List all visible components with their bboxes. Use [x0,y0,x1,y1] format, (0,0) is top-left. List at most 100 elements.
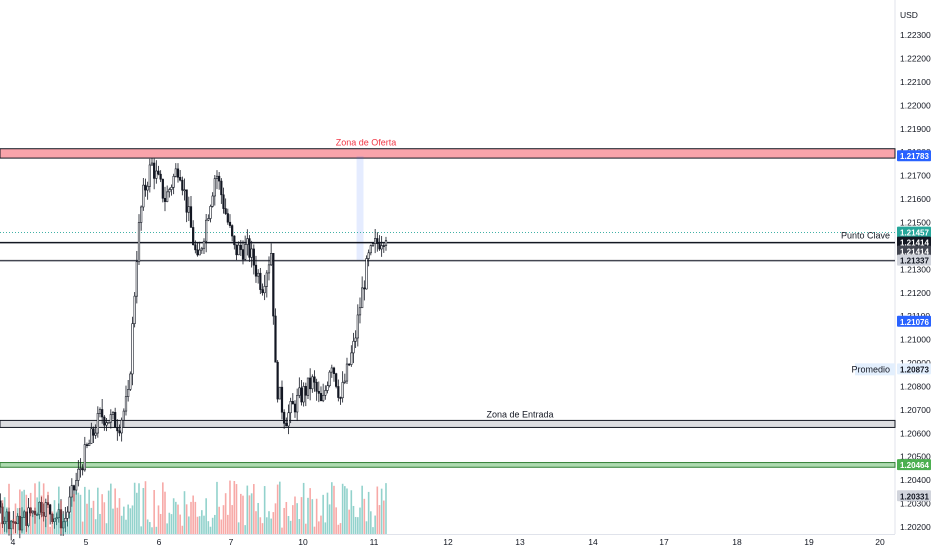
volume-bar [118,498,121,534]
price-tag [897,150,931,162]
candle-body [322,395,325,402]
volume-bar [333,485,335,534]
y-tick-label: 1.21300 [900,264,931,274]
candle-body [228,221,232,226]
candle-body [376,238,379,245]
y-tick-label: 1.22000 [900,100,931,110]
volume-bar [107,490,110,534]
supply-zone [0,148,896,159]
candle-body [207,218,210,221]
volume-bar [112,508,114,534]
candle-body [111,412,115,415]
y-tick-label: 1.20500 [900,452,931,462]
volume-bar [64,520,67,534]
entry-zone [0,419,896,428]
volume-bar [170,514,173,534]
volume-bar [51,511,54,534]
candle-body [222,194,225,209]
volume-bar [177,504,179,534]
candle-body [44,502,47,517]
volume-bar [313,526,316,534]
volume-bar [289,520,292,534]
volume-bar [21,491,23,534]
volume-bar [116,507,119,534]
candle-body [0,500,2,508]
candle-body [252,248,255,266]
volume-bar [315,498,318,534]
volume-bar [162,482,164,534]
volume-bar [36,497,38,534]
x-tick-label: 12 [443,537,453,547]
candle-body [174,168,177,177]
volume-bar [346,488,348,534]
price-tag-label: 1.21076 [900,318,929,327]
candle-body [363,287,366,290]
x-tick-label: 11 [370,537,379,547]
y-tick-label: 1.21600 [900,194,931,204]
candle-body [142,184,145,208]
candle-body [220,180,223,196]
candle-body [302,386,305,403]
volume-bar [185,504,188,534]
candle-body [350,352,353,365]
candle-body [317,390,320,394]
candle-body [361,287,364,309]
volume-bar [47,491,49,534]
candle-body [324,390,327,396]
volume-bar [374,515,376,534]
y-tick-label: 1.21200 [900,288,931,298]
volume-bar [205,498,207,534]
candle-body [200,247,203,251]
x-tick-label: 13 [515,537,525,547]
candle-body [382,245,385,247]
volume-bar [53,500,56,534]
price-tag [897,459,931,471]
candle-body [181,179,184,191]
candle-body [337,386,340,398]
candle-body [85,444,89,447]
volume-bar [261,523,264,534]
volume-bar [385,483,387,534]
candle-body [68,496,71,513]
candle-body [293,403,297,413]
price-tag [897,245,931,257]
candle-body [237,244,240,256]
volume-bar [302,482,305,534]
volume-bar [110,483,112,534]
x-tick-label: 6 [157,537,162,547]
volume-bar [348,509,350,534]
candle-body [239,244,242,250]
volume-bar [383,500,385,534]
volume-bar [90,507,93,534]
candle-body [72,485,76,491]
volume-bar [229,480,231,534]
price-tag [897,254,931,266]
candle-body [270,253,273,266]
volume-bar [55,511,58,534]
candle-body [235,244,238,256]
candle-body [140,206,143,223]
x-tick-label: 10 [298,537,308,547]
volume-bar [220,519,223,534]
volume-bar [240,493,242,534]
candle-body [278,386,281,400]
candle-body [367,252,370,259]
volume-bar [274,503,277,534]
volume-bar [270,518,272,534]
volume-bar [12,519,15,534]
key-point-label: Punto Clave [841,231,890,241]
volume-bar [292,505,294,534]
candle-body [380,245,383,250]
x-tick-label: 4 [11,537,16,547]
volume-bar [298,519,301,534]
candle-body [168,189,171,193]
candle-body [215,175,219,179]
volume-bar [266,517,268,534]
candle-body [348,363,351,366]
x-tick-label: 19 [804,537,814,547]
volume-bar [164,491,166,534]
candle-body [133,295,136,324]
